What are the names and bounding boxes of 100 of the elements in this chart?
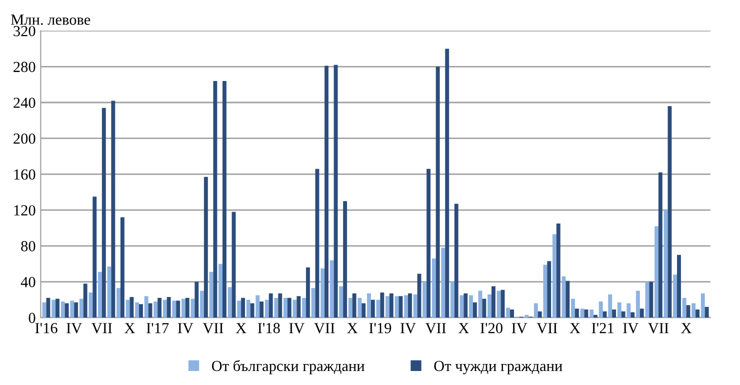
bar: [413, 294, 418, 318]
y-tick-label: 0: [28, 312, 36, 324]
bar: [130, 297, 134, 318]
bar: [83, 284, 88, 318]
bar: [636, 290, 640, 318]
legend-label: От чужди граждани: [434, 360, 562, 374]
bar: [222, 80, 226, 318]
bar: [590, 310, 594, 318]
bar: [64, 303, 69, 318]
bar: [506, 308, 510, 318]
bar: [218, 264, 222, 318]
bar: [673, 274, 678, 318]
bar: [454, 204, 458, 318]
bar: [370, 300, 375, 318]
bar: [692, 303, 696, 318]
bar: [330, 260, 334, 318]
bar: [488, 294, 492, 318]
bar: [204, 176, 208, 318]
bar: [56, 298, 60, 318]
bar: [654, 226, 658, 318]
bar: [228, 287, 232, 318]
bar: [190, 298, 195, 318]
bar: [404, 295, 408, 318]
bar: [154, 301, 158, 318]
bar: [450, 282, 454, 318]
bar: [668, 106, 672, 318]
bar: [645, 282, 650, 318]
bar: [543, 264, 548, 318]
bar: [98, 272, 102, 318]
y-tick-label: 320: [14, 26, 36, 36]
x-tick-label: VII: [648, 323, 669, 334]
bar: [311, 288, 316, 318]
bar: [60, 301, 65, 318]
bar: [594, 314, 598, 318]
bar: [237, 300, 242, 318]
bar: [682, 298, 686, 318]
bar: [181, 298, 186, 318]
bar: [88, 292, 93, 318]
bar: [491, 286, 496, 318]
bar: [348, 298, 352, 318]
bar: [426, 168, 431, 318]
bar: [200, 290, 204, 318]
bar: [250, 303, 254, 318]
x-tick-label: VII: [536, 323, 558, 334]
x-tick-label: VII: [202, 323, 224, 334]
x-tick-label: IV: [289, 323, 305, 334]
bar: [256, 295, 260, 318]
bar: [283, 298, 288, 318]
bar: [42, 302, 46, 318]
bar: [547, 261, 552, 318]
bar: [278, 293, 282, 318]
bar: [260, 301, 264, 318]
bar: [626, 303, 631, 318]
bar: [144, 296, 148, 318]
bar: [580, 308, 584, 318]
y-tick-label: 80: [21, 241, 36, 252]
bar: [469, 295, 473, 318]
bar: [534, 303, 538, 318]
bar: [74, 302, 78, 318]
bar: [556, 224, 560, 318]
bar: [339, 286, 344, 318]
bar: [649, 282, 654, 318]
bar: [274, 298, 278, 318]
bar: [524, 314, 529, 318]
bar: [612, 310, 616, 318]
bar: [422, 282, 427, 318]
bar: [598, 301, 603, 318]
bar: [574, 308, 579, 318]
bar: [158, 298, 162, 318]
bar: [696, 310, 700, 318]
bar: [441, 248, 446, 318]
x-tick-label: IV: [66, 323, 82, 334]
y-tick-label: 240: [14, 98, 36, 108]
bar: [658, 172, 662, 318]
bar: [630, 312, 635, 318]
bar: [380, 292, 384, 318]
bar: [92, 196, 97, 318]
bar: [617, 302, 622, 318]
y-tick-label: 160: [14, 169, 36, 180]
x-tick-label: X: [681, 323, 692, 334]
x-tick-label: IV: [178, 323, 194, 334]
x-tick-label: VII: [425, 323, 446, 334]
bar: [264, 300, 269, 318]
x-tick-label: X: [570, 323, 580, 334]
x-tick-label: X: [458, 323, 469, 334]
bar: [352, 293, 356, 318]
bar: [482, 298, 486, 318]
bar: [172, 300, 176, 318]
bar: [139, 304, 143, 318]
y-tick-label: 120: [14, 205, 36, 216]
bar: [287, 298, 292, 318]
legend-label: От български граждани: [212, 360, 364, 374]
bar: [358, 298, 362, 318]
bar: [464, 293, 468, 318]
bar: [460, 295, 464, 318]
x-tick-label: IV: [400, 323, 416, 334]
x-tick-label: VII: [91, 323, 112, 334]
bar: [386, 296, 390, 318]
bar: [408, 293, 412, 318]
bar: [324, 66, 328, 318]
